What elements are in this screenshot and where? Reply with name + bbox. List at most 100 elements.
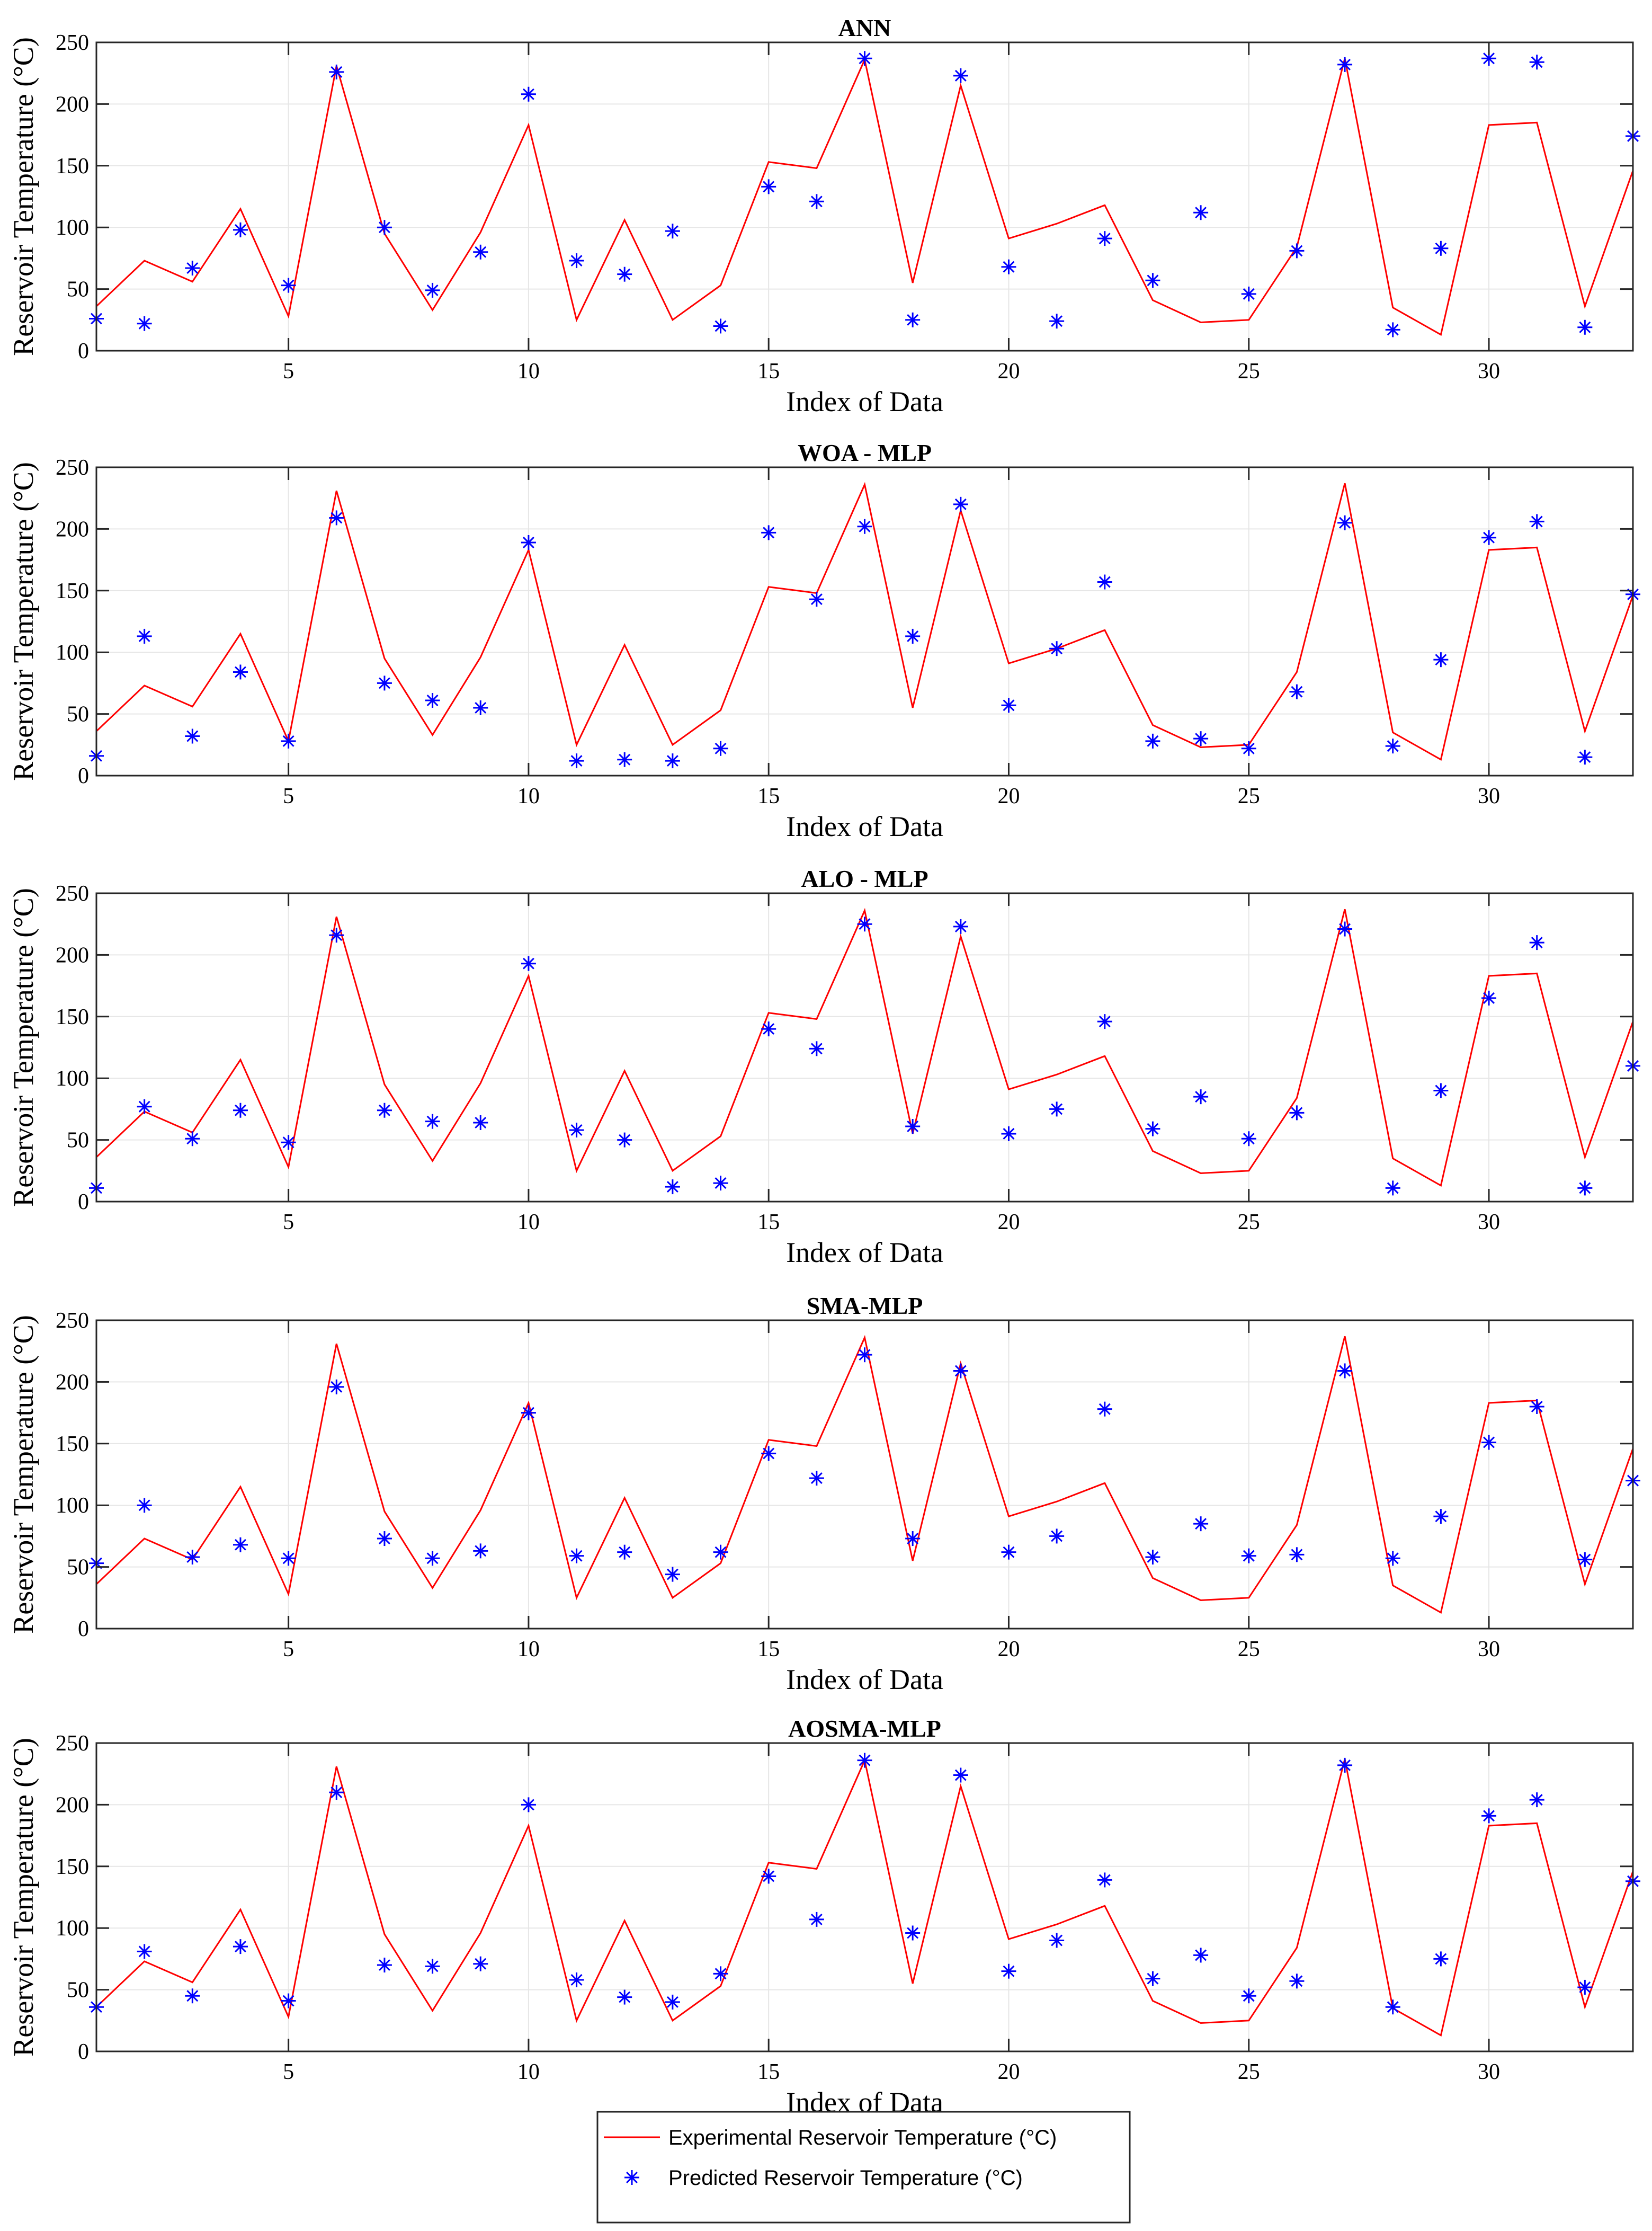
y-tick-label: 200 bbox=[56, 517, 89, 541]
subplot-5: 5 10 15 20 25 30050100150200250AOSMA-MLPIndex… bbox=[7, 1715, 1640, 2118]
predicted-point bbox=[185, 728, 200, 744]
predicted-point bbox=[665, 1179, 680, 1195]
x-axis-label: Index of Data bbox=[786, 386, 943, 417]
y-tick-label: 50 bbox=[67, 1978, 89, 2003]
predicted-point bbox=[905, 1925, 921, 1941]
y-tick-label: 200 bbox=[56, 1370, 89, 1394]
x-tick-label: 20 bbox=[997, 359, 1020, 384]
x-tick-label: 15 bbox=[757, 784, 780, 808]
predicted-point bbox=[1241, 1548, 1256, 1563]
y-tick-label: 200 bbox=[56, 1793, 89, 1817]
predicted-point bbox=[1385, 1551, 1400, 1566]
y-tick-label: 150 bbox=[56, 1855, 89, 1879]
predicted-point bbox=[761, 525, 776, 540]
x-tick-label: 30 bbox=[1478, 359, 1500, 384]
predicted-point bbox=[329, 928, 344, 943]
predicted-point bbox=[761, 179, 776, 194]
predicted-point bbox=[137, 628, 152, 644]
predicted-point bbox=[809, 1470, 824, 1486]
subplot-title: WOA - MLP bbox=[798, 439, 932, 466]
predicted-point bbox=[473, 244, 488, 260]
y-tick-label: 100 bbox=[56, 1066, 89, 1091]
predicted-point bbox=[1001, 698, 1016, 713]
predicted-point bbox=[1097, 574, 1112, 590]
predicted-point bbox=[1481, 51, 1497, 66]
predicted-point bbox=[1577, 1180, 1593, 1196]
predicted-point bbox=[1241, 1131, 1256, 1146]
y-tick-label: 0 bbox=[78, 1190, 89, 1214]
predicted-point bbox=[425, 1551, 440, 1566]
x-tick-label: 30 bbox=[1478, 2060, 1500, 2084]
predicted-point bbox=[1289, 243, 1305, 259]
predicted-point bbox=[233, 1939, 248, 1954]
y-tick-label: 250 bbox=[56, 1309, 89, 1333]
predicted-point bbox=[1097, 1014, 1112, 1029]
x-tick-label: 15 bbox=[757, 2060, 780, 2084]
predicted-point bbox=[425, 692, 440, 708]
predicted-point bbox=[1049, 314, 1065, 329]
y-axis-label: Reservoir Temperature (°C) bbox=[7, 1315, 39, 1634]
predicted-point bbox=[665, 224, 680, 239]
predicted-point bbox=[1433, 1951, 1449, 1967]
predicted-point bbox=[473, 700, 488, 715]
y-tick-label: 50 bbox=[67, 278, 89, 302]
x-tick-label: 30 bbox=[1478, 1210, 1500, 1234]
y-tick-label: 200 bbox=[56, 92, 89, 117]
predicted-point bbox=[569, 753, 584, 769]
predicted-point bbox=[1481, 1808, 1497, 1824]
plot-area bbox=[96, 893, 1633, 1202]
predicted-point bbox=[713, 1544, 728, 1560]
x-tick-label: 5 bbox=[283, 1210, 294, 1234]
x-tick-label: 5 bbox=[283, 359, 294, 384]
experimental-series-line bbox=[95, 908, 1634, 1187]
predicted-point bbox=[713, 1966, 728, 1981]
predicted-point bbox=[377, 1103, 392, 1118]
predicted-point bbox=[1145, 1971, 1160, 1986]
predicted-point bbox=[1001, 259, 1016, 274]
predicted-point bbox=[1001, 1126, 1016, 1141]
x-tick-label: 25 bbox=[1238, 1210, 1260, 1234]
predicted-point bbox=[473, 1543, 488, 1559]
predicted-point bbox=[425, 282, 440, 298]
predicted-point bbox=[1337, 1757, 1353, 1773]
predicted-point bbox=[281, 1993, 296, 2008]
subplot-2: 5 10 15 20 25 30 0 50 100 150 200 250 WOA - MLP Index… bbox=[7, 439, 1640, 842]
predicted-point bbox=[1193, 1516, 1209, 1532]
predicted-point bbox=[953, 1363, 968, 1379]
predicted-point bbox=[1385, 739, 1400, 754]
predicted-point bbox=[425, 1114, 440, 1129]
legend-predicted-label: Predicted Reservoir Temperature (°C) bbox=[668, 2166, 1023, 2190]
subplot-title: AOSMA-MLP bbox=[788, 1715, 941, 1742]
predicted-point bbox=[1433, 652, 1449, 668]
predicted-point bbox=[137, 1944, 152, 1959]
predicted-point bbox=[1289, 1974, 1305, 1989]
predicted-point bbox=[377, 1958, 392, 1973]
subplot-title: ANN bbox=[838, 14, 891, 41]
predicted-point bbox=[377, 1531, 392, 1546]
predicted-point bbox=[953, 1767, 968, 1783]
x-tick-label: 10 bbox=[517, 359, 540, 384]
plot-area bbox=[96, 467, 1633, 776]
predicted-point bbox=[809, 1912, 824, 1927]
predicted-point bbox=[1241, 741, 1256, 756]
predicted-point bbox=[185, 1131, 200, 1146]
predicted-point bbox=[1289, 684, 1305, 699]
experimental-series-line bbox=[95, 482, 1634, 761]
predicted-point bbox=[521, 86, 536, 102]
plot-area bbox=[96, 42, 1633, 351]
predicted-point bbox=[1529, 935, 1544, 950]
predicted-point bbox=[617, 752, 632, 767]
predicted-point bbox=[1337, 515, 1353, 530]
axes-box bbox=[95, 41, 1634, 352]
predicted-point bbox=[1481, 530, 1497, 545]
axes-box bbox=[95, 892, 1634, 1203]
x-tick-label: 15 bbox=[757, 1637, 780, 1661]
predicted-point bbox=[1433, 1509, 1449, 1524]
predicted-point bbox=[329, 510, 344, 526]
predicted-point bbox=[1529, 1399, 1544, 1414]
x-tick-label: 5 bbox=[283, 1637, 294, 1661]
x-tick-label: 30 bbox=[1478, 784, 1500, 808]
predicted-point bbox=[1289, 1105, 1305, 1121]
predicted-point bbox=[1577, 750, 1593, 765]
predicted-point bbox=[569, 253, 584, 269]
